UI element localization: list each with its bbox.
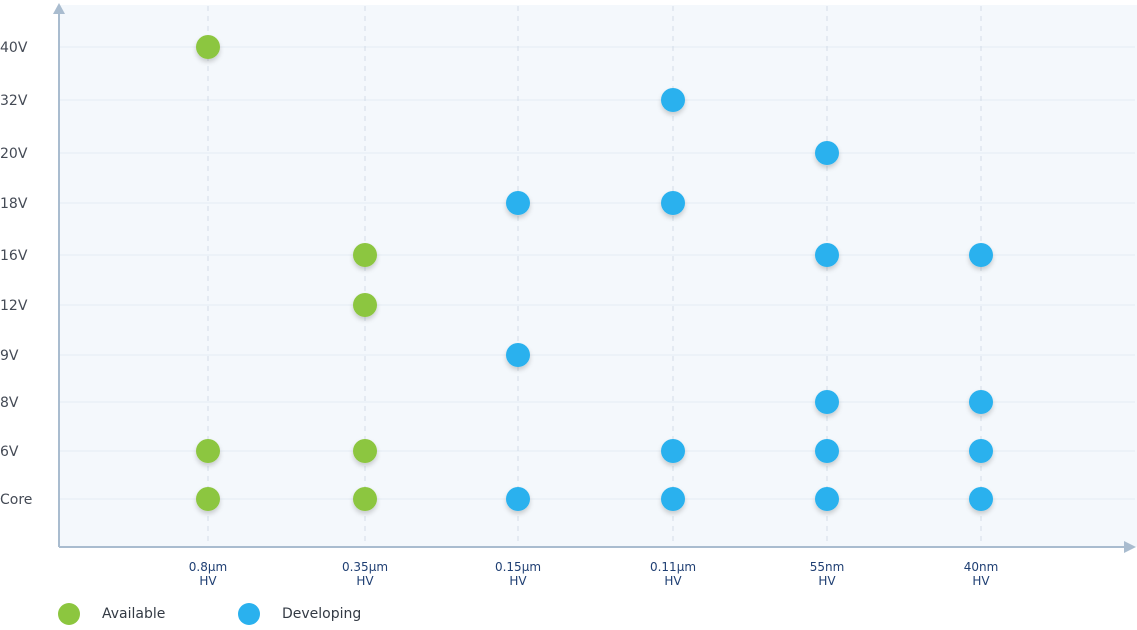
point-developing-0-15um-hv-9v <box>506 343 530 367</box>
y-tick-12v: 12V <box>0 298 28 314</box>
point-available-0-8um-hv-6v <box>196 439 220 463</box>
x-tick-0-11um-hv: 0.11µm HV <box>650 560 696 588</box>
point-available-0-35um-hv-12v <box>353 293 377 317</box>
x-tick-labels: 0.8µm HV 0.35µm HV 0.15µm HV 0.11µm HV 55nm HV 40n… <box>189 560 999 588</box>
y-tick-20v: 20V <box>0 146 28 162</box>
point-developing-40nm-hv-16v <box>969 243 993 267</box>
x-tick-0-35um-hv: 0.35µm HV <box>342 560 388 588</box>
legend: Available Developing <box>0 596 700 630</box>
axes <box>53 3 1136 553</box>
point-developing-55nm-hv-20v <box>815 141 839 165</box>
y-tick-6v: 6V <box>0 444 19 460</box>
point-developing-0-11um-hv-core <box>661 487 685 511</box>
point-developing-0-15um-hv-core <box>506 487 530 511</box>
x-tick-55nm-hv: 55nm HV <box>810 560 845 588</box>
x-tick-0-15um-hv: 0.15µm HV <box>495 560 541 588</box>
point-developing-55nm-hv-16v <box>815 243 839 267</box>
point-developing-40nm-hv-6v <box>969 439 993 463</box>
point-developing-0-11um-hv-6v <box>661 439 685 463</box>
point-developing-0-11um-hv-32v <box>661 88 685 112</box>
y-tick-32v: 32V <box>0 93 28 109</box>
point-developing-55nm-hv-core <box>815 487 839 511</box>
y-tick-9v: 9V <box>0 348 19 364</box>
y-tick-8v: 8V <box>0 395 19 411</box>
legend-label-developing: Developing <box>282 606 362 622</box>
legend-swatch-developing <box>238 603 260 625</box>
y-tick-40v: 40V <box>0 40 28 56</box>
legend-item-available: Available <box>58 602 165 626</box>
x-tick-40nm-hv: 40nm HV <box>964 560 999 588</box>
point-developing-0-11um-hv-18v <box>661 191 685 215</box>
legend-swatch-available <box>58 603 80 625</box>
point-developing-40nm-hv-core <box>969 487 993 511</box>
x-axis-arrow <box>1124 541 1136 553</box>
y-gridlines <box>59 46 1135 500</box>
point-available-0-8um-hv-40v <box>196 35 220 59</box>
y-tick-18v: 18V <box>0 196 28 212</box>
y-tick-labels: Core 6V 8V 9V 12V 16V 18V 20V 32V 40V <box>0 40 32 508</box>
point-developing-55nm-hv-6v <box>815 439 839 463</box>
legend-label-available: Available <box>102 606 166 622</box>
x-tick-0-8um-hv: 0.8µm HV <box>189 560 227 588</box>
point-available-0-35um-hv-core <box>353 487 377 511</box>
point-developing-55nm-hv-8v <box>815 390 839 414</box>
y-tick-16v: 16V <box>0 248 28 264</box>
point-available-0-35um-hv-16v <box>353 243 377 267</box>
plot-background <box>59 5 1137 547</box>
data-points <box>196 35 993 511</box>
point-developing-40nm-hv-8v <box>969 390 993 414</box>
point-developing-0-15um-hv-18v <box>506 191 530 215</box>
y-axis-arrow <box>53 3 65 14</box>
y-tick-core: Core <box>0 492 32 508</box>
legend-item-developing: Developing <box>238 602 361 626</box>
point-available-0-8um-hv-core <box>196 487 220 511</box>
point-available-0-35um-hv-6v <box>353 439 377 463</box>
